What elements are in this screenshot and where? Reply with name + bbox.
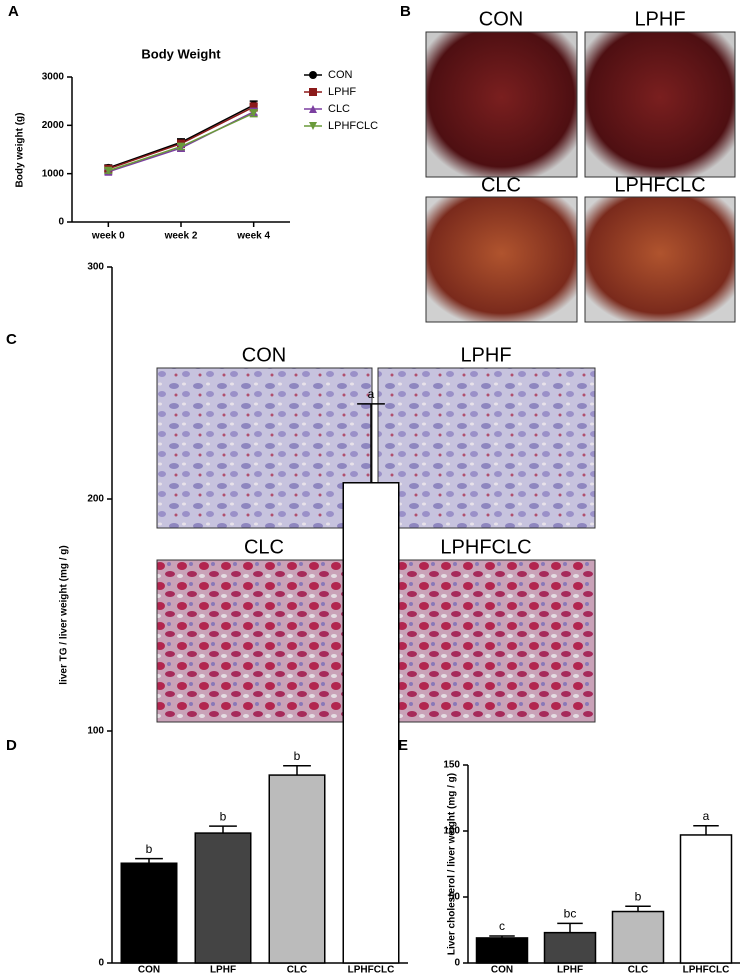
legend-label: CLC [328,103,350,115]
bar [120,862,178,964]
panel-label: B [400,3,411,20]
y-tick-label: 300 [87,262,104,273]
bar [194,832,252,964]
error-bar [283,765,311,776]
error-bar [357,403,385,483]
marker [177,142,185,151]
bar [342,482,400,964]
y-tick-label: 2000 [42,120,65,131]
significance-letter: b [146,842,153,856]
significance-letter: a [703,809,710,823]
liver-photo [584,196,736,323]
panel-label: A [8,3,19,20]
marker [309,88,317,96]
liver-photo [425,31,578,178]
y-tick-label: 100 [87,726,104,737]
y-tick-label: 1000 [42,168,65,179]
histology-label: CON [242,344,286,366]
x-tick-label: week 4 [236,231,270,242]
x-tick-label: LPHFCLC [348,965,395,975]
histology-image [156,367,373,529]
histology-label: LPHF [460,344,511,366]
significance-letter: a [368,387,375,401]
histology-image [156,559,373,723]
photo-label: LPHFCLC [614,174,705,196]
histology-label: LPHFCLC [440,536,531,558]
panel-label: E [398,737,408,754]
y-tick-label: 100 [443,826,460,837]
chart-title: Body Weight [141,46,221,61]
x-tick-label: CON [138,965,160,975]
legend-label: LPHFCLC [328,120,378,132]
marker [309,122,317,130]
x-tick-label: CLC [628,965,649,975]
y-axis-label: Body weight (g) [15,113,26,188]
bar [475,937,529,964]
marker [104,166,113,175]
y-tick-label: 0 [58,217,64,228]
x-tick-label: LPHF [210,965,236,975]
error-bar [557,922,583,933]
legend-label: CON [328,69,353,81]
significance-letter: b [294,749,301,763]
x-tick-label: CON [491,965,513,975]
significance-letter: b [220,809,227,823]
x-tick-label: LPHFCLC [683,965,730,975]
y-axis-label: liver TG / liver weight (mg / g) [59,545,70,684]
error-bar [135,857,163,864]
panel-label: C [6,331,17,348]
significance-letter: bc [564,907,577,921]
x-tick-label: week 0 [91,231,125,242]
error-bar [625,905,651,912]
bar [543,931,597,964]
significance-letter: c [499,919,505,933]
bar [611,910,665,964]
liver-photo [584,31,736,178]
photo-label: CON [479,8,523,30]
y-axis-label: Liver cholesterol / liver weight (mg / g… [447,773,458,955]
error-bar [209,825,237,834]
liver-photo [425,196,578,323]
bar [679,834,733,964]
bar [268,774,326,964]
x-tick-label: week 2 [164,231,198,242]
photo-label: LPHF [634,8,685,30]
series-line [108,104,255,169]
marker [309,71,317,79]
histology-image [377,559,596,723]
histology-images: CON LPHF CLC LPHFCLC [156,344,596,723]
marker [249,102,258,111]
significance-letter: b [635,889,642,903]
panel-label: D [6,737,17,754]
x-tick-label: CLC [287,965,308,975]
marker [309,105,317,113]
liver-photos: CON LPHF CLC LPHFCLC [425,8,736,323]
y-tick-label: 150 [443,760,460,771]
y-tick-label: 200 [87,494,104,505]
photo-label: CLC [481,174,521,196]
y-tick-label: 3000 [42,72,65,83]
y-tick-label: 0 [454,958,460,969]
y-tick-label: 50 [449,892,461,903]
y-tick-label: 0 [98,958,104,969]
histology-label: CLC [244,536,284,558]
x-tick-label: LPHF [557,965,583,975]
histology-image [377,367,596,529]
error-bar [693,824,719,835]
marker [249,109,258,118]
legend-label: LPHF [328,86,356,98]
